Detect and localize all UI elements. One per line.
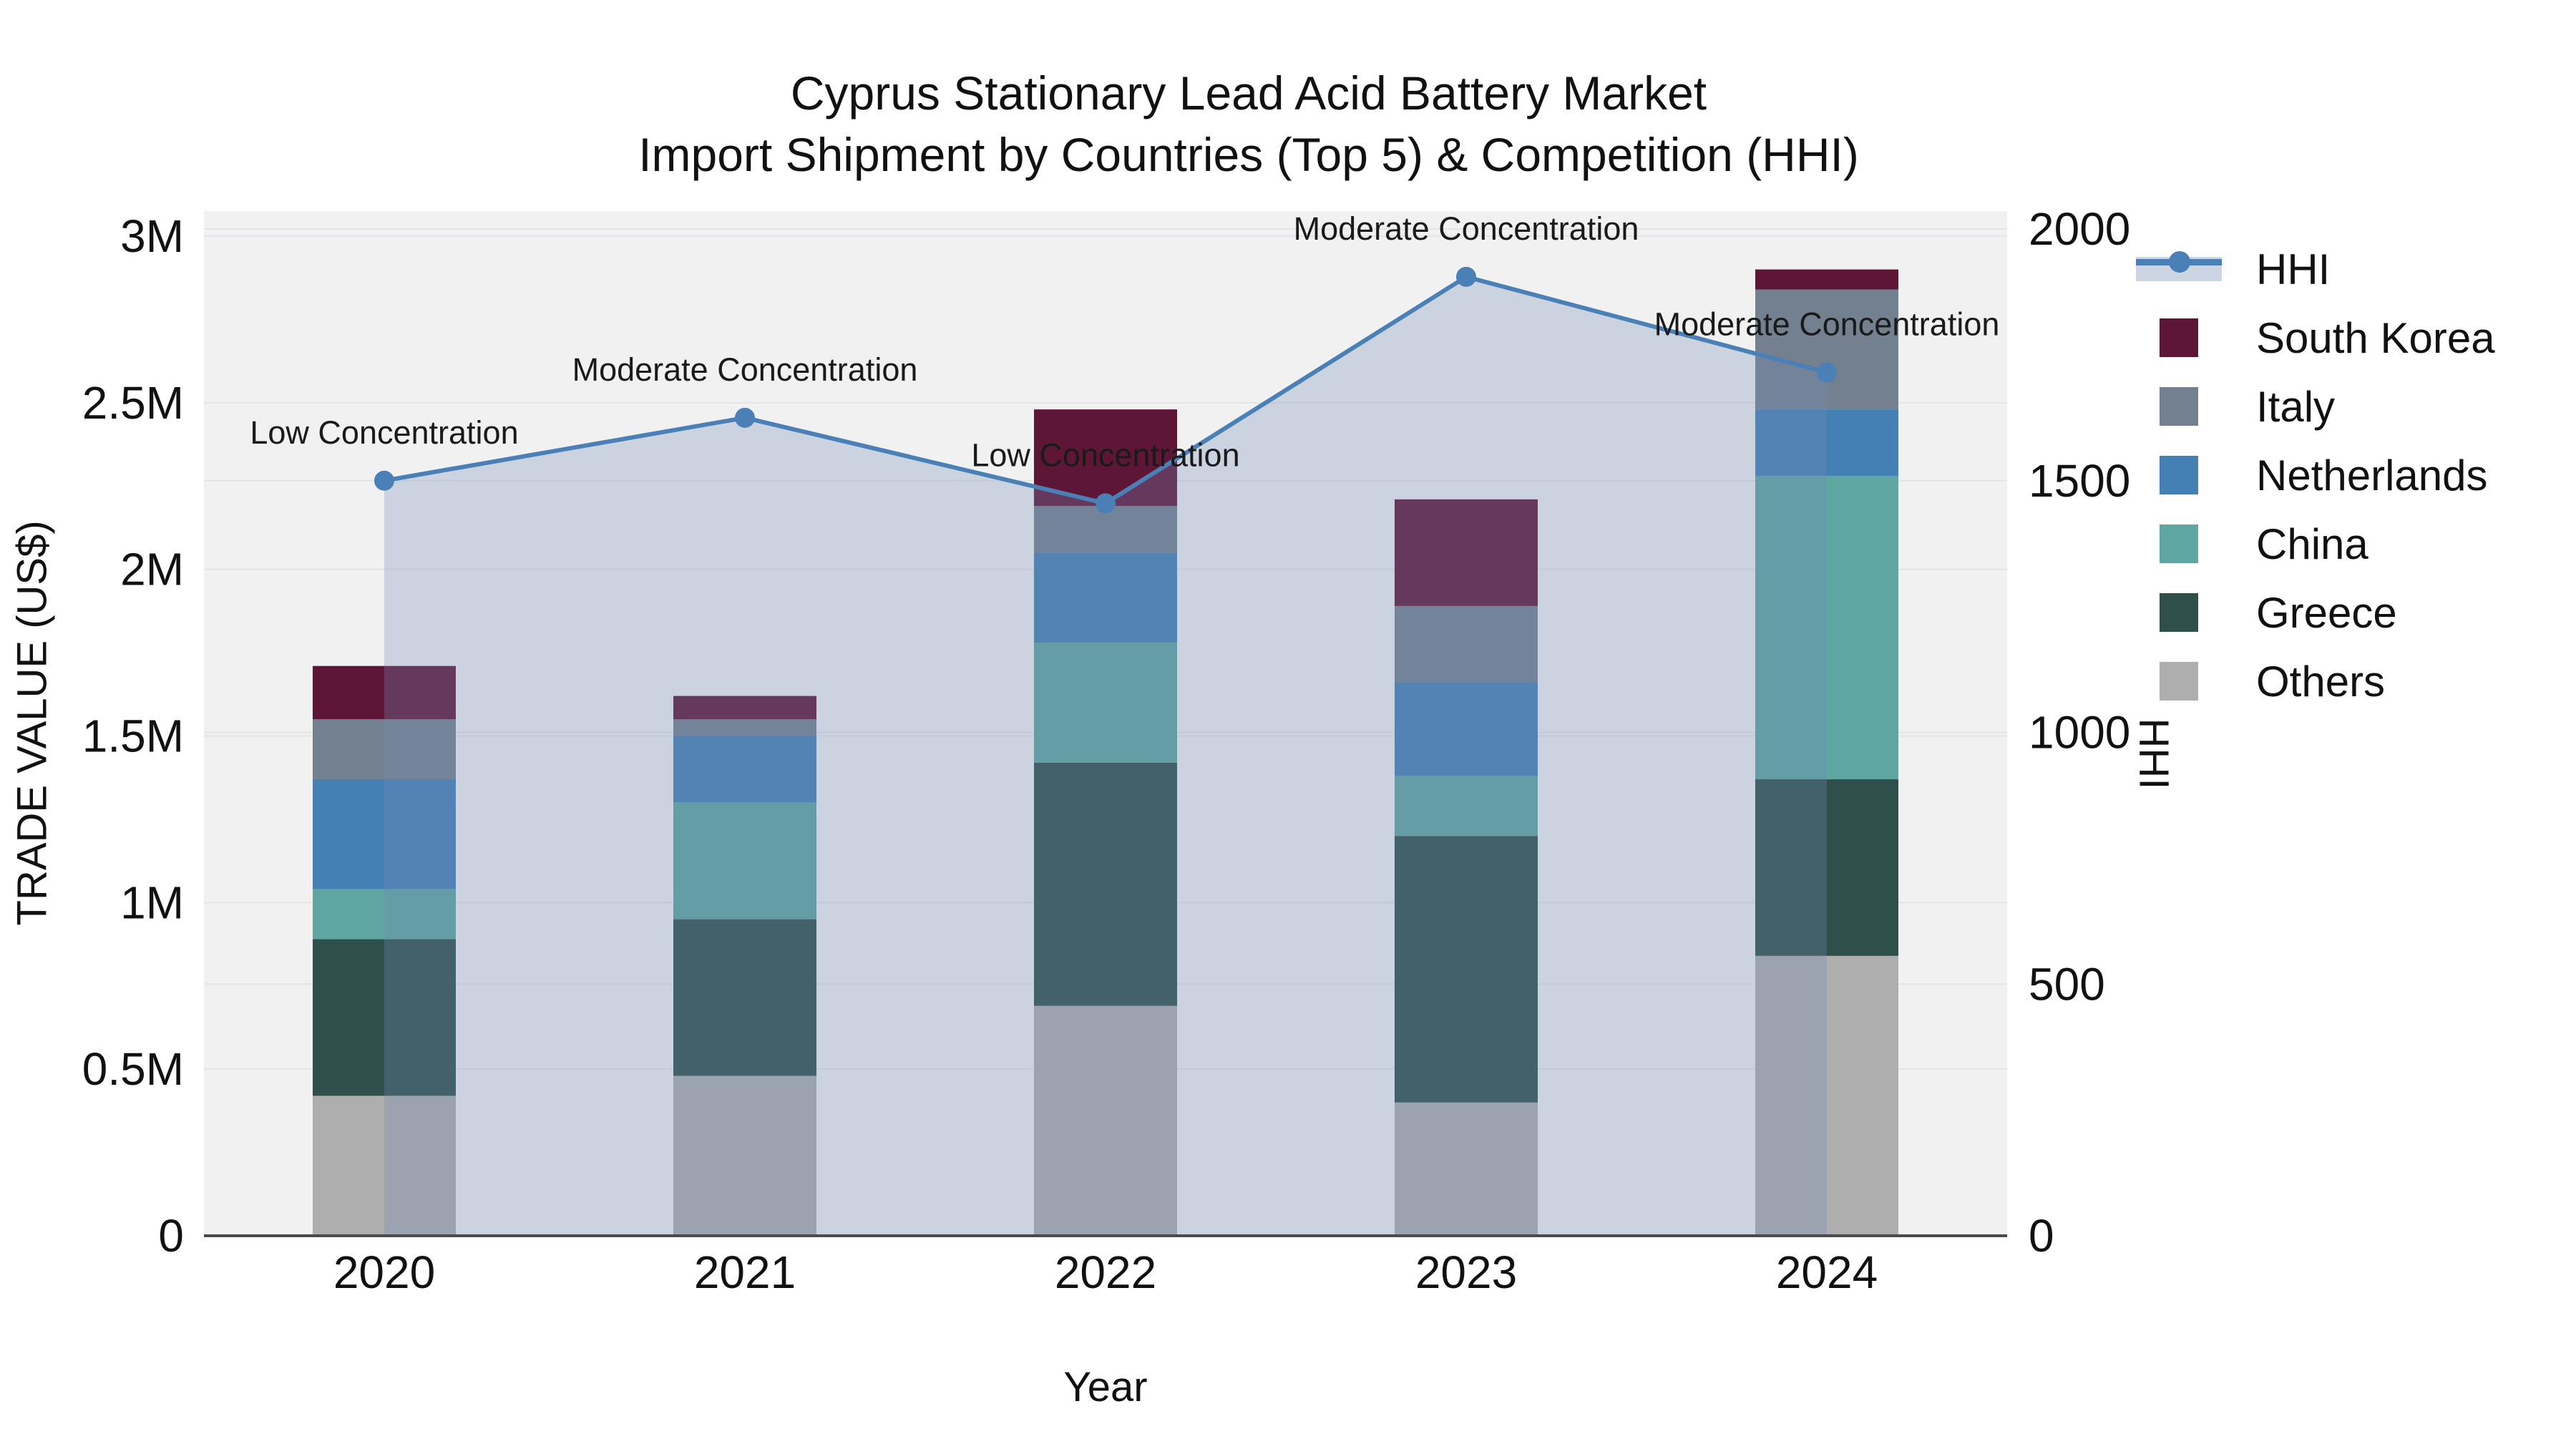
bar-segment-others-2023[interactable] <box>1395 1102 1538 1236</box>
right-tick-500: 500 <box>2029 958 2105 1010</box>
right-tick-1000: 1000 <box>2029 707 2130 758</box>
x-tick-2024[interactable]: 2024 <box>1776 1246 1878 1298</box>
bar-segment-netherlands-2024[interactable] <box>1755 409 1898 477</box>
china-swatch-icon <box>2160 525 2198 563</box>
hhi-area-fill <box>384 276 1827 1236</box>
legend-item-south-korea[interactable]: South Korea <box>2136 303 2495 372</box>
bar-segment-china-2020[interactable] <box>313 889 456 940</box>
hhi-marker-2024[interactable] <box>1817 362 1837 383</box>
hhi-marker-2021[interactable] <box>735 407 755 428</box>
legend-label: Greece <box>2256 588 2397 637</box>
left-tick-1.5M: 1.5M <box>82 710 184 761</box>
bar-segment-netherlands-2020[interactable] <box>313 779 456 889</box>
bar-segment-netherlands-2021[interactable] <box>673 736 816 803</box>
annotation-2022: Low Concentration <box>971 436 1239 473</box>
legend-label: South Korea <box>2256 313 2495 362</box>
annotation-2024: Moderate Concentration <box>1654 306 2000 342</box>
legend: HHI South Korea Italy Netherlands China Greec… <box>2136 235 2495 716</box>
bar-segment-netherlands-2022[interactable] <box>1034 552 1177 643</box>
legend-item-china[interactable]: China <box>2136 509 2495 578</box>
left-tick-0.5M: 0.5M <box>82 1043 184 1095</box>
legend-item-netherlands[interactable]: Netherlands <box>2136 441 2495 509</box>
right-tick-1500: 1500 <box>2029 455 2130 507</box>
annotation-2023: Moderate Concentration <box>1294 210 1639 247</box>
greece-swatch-icon <box>2160 593 2198 632</box>
legend-item-hhi[interactable]: HHI <box>2136 235 2495 303</box>
left-tick-1M: 1M <box>120 877 184 928</box>
legend-item-italy[interactable]: Italy <box>2136 372 2495 441</box>
left-tick-2.5M: 2.5M <box>82 377 184 429</box>
annotation-2021: Moderate Concentration <box>572 351 918 388</box>
legend-label: HHI <box>2256 245 2331 293</box>
bar-segment-china-2024[interactable] <box>1755 476 1898 780</box>
bar-segment-china-2023[interactable] <box>1395 776 1538 836</box>
bar-segment-italy-2024[interactable] <box>1755 289 1898 410</box>
left-tick-2M: 2M <box>120 544 184 595</box>
chart-title-line1: Cyprus Stationary Lead Acid Battery Mark… <box>790 67 1707 119</box>
bar-segment-south-korea-2020[interactable] <box>313 665 456 720</box>
chart-title-line2: Import Shipment by Countries (Top 5) & C… <box>638 128 1859 181</box>
left-axis-title: TRADE VALUE (US$) <box>9 520 56 926</box>
annotation-2020: Low Concentration <box>250 414 518 451</box>
legend-label: China <box>2256 519 2368 568</box>
x-tick-2021[interactable]: 2021 <box>694 1246 796 1298</box>
bar-segment-italy-2020[interactable] <box>313 719 456 780</box>
hhi-marker-2022[interactable] <box>1096 493 1116 514</box>
legend-label: Netherlands <box>2256 451 2488 499</box>
bar-segment-china-2022[interactable] <box>1034 643 1177 763</box>
italy-swatch-icon <box>2160 387 2198 426</box>
bar-segment-south-korea-2023[interactable] <box>1395 499 1538 606</box>
bar-segment-others-2022[interactable] <box>1034 1005 1177 1236</box>
legend-item-others[interactable]: Others <box>2136 647 2495 716</box>
hhi-line-icon <box>2136 250 2222 288</box>
bar-segment-greece-2020[interactable] <box>313 939 456 1096</box>
hhi-marker-2020[interactable] <box>374 470 394 491</box>
bar-segment-greece-2024[interactable] <box>1755 779 1898 956</box>
x-tick-2022[interactable]: 2022 <box>1055 1246 1156 1298</box>
netherlands-swatch-icon <box>2160 456 2198 494</box>
south-korea-swatch-icon <box>2160 318 2198 357</box>
legend-item-greece[interactable]: Greece <box>2136 578 2495 647</box>
legend-label: Italy <box>2256 382 2336 431</box>
bar-segment-china-2021[interactable] <box>673 802 816 919</box>
x-tick-2020[interactable]: 2020 <box>333 1246 435 1298</box>
bar-segment-italy-2021[interactable] <box>673 719 816 736</box>
bar-segment-greece-2021[interactable] <box>673 919 816 1076</box>
bar-segment-greece-2023[interactable] <box>1395 836 1538 1103</box>
bar-segment-others-2021[interactable] <box>673 1075 816 1236</box>
x-axis-title: Year <box>1063 1364 1148 1410</box>
hhi-marker-2023[interactable] <box>1456 266 1476 287</box>
left-tick-0: 0 <box>158 1210 184 1262</box>
left-tick-3M: 3M <box>120 210 184 262</box>
bar-segment-others-2020[interactable] <box>313 1096 456 1236</box>
bar-segment-greece-2022[interactable] <box>1034 762 1177 1006</box>
bar-segment-south-korea-2024[interactable] <box>1755 269 1898 290</box>
others-swatch-icon <box>2160 662 2198 701</box>
legend-label: Others <box>2256 657 2386 706</box>
bar-segment-others-2024[interactable] <box>1755 955 1898 1236</box>
bar-segment-italy-2022[interactable] <box>1034 506 1177 553</box>
bar-segment-italy-2023[interactable] <box>1395 605 1538 683</box>
bar-segment-south-korea-2021[interactable] <box>673 696 816 720</box>
right-tick-2000: 2000 <box>2029 203 2130 255</box>
bar-segment-netherlands-2023[interactable] <box>1395 682 1538 776</box>
x-tick-2023[interactable]: 2023 <box>1415 1246 1517 1298</box>
right-tick-0: 0 <box>2029 1210 2054 1262</box>
